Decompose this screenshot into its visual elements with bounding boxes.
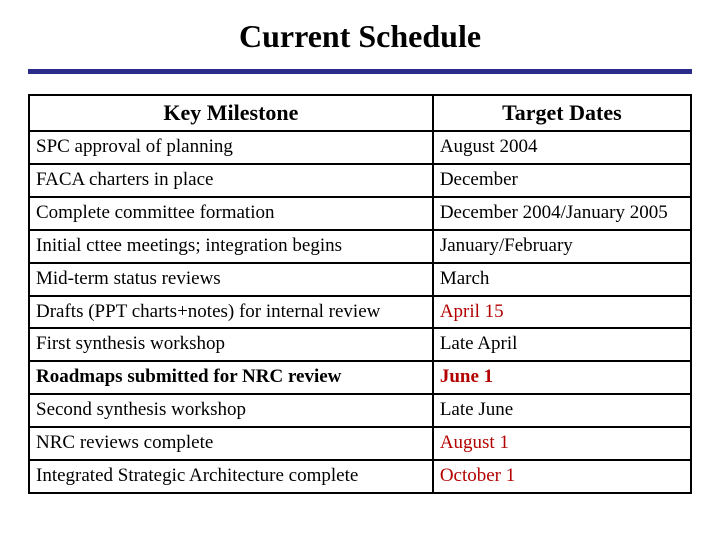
table-header-row: Key Milestone Target Dates [29,95,691,131]
date-cell: December [433,164,691,197]
milestone-cell: SPC approval of planning [29,131,433,164]
table-body: SPC approval of planningAugust 2004FACA … [29,131,691,492]
table-row: First synthesis workshopLate April [29,328,691,361]
schedule-table: Key Milestone Target Dates SPC approval … [28,94,692,494]
date-cell: April 15 [433,296,691,329]
milestone-cell: Roadmaps submitted for NRC review [29,361,433,394]
milestone-cell: Mid-term status reviews [29,263,433,296]
milestone-cell: Integrated Strategic Architecture comple… [29,460,433,493]
header-key-milestone: Key Milestone [29,95,433,131]
date-cell: January/February [433,230,691,263]
table-row: SPC approval of planningAugust 2004 [29,131,691,164]
table-row: Complete committee formationDecember 200… [29,197,691,230]
date-cell: Late June [433,394,691,427]
date-cell: March [433,263,691,296]
header-target-dates: Target Dates [433,95,691,131]
title-rule [28,69,692,74]
date-cell: August 2004 [433,131,691,164]
date-cell: Late April [433,328,691,361]
date-cell: August 1 [433,427,691,460]
date-cell: December 2004/January 2005 [433,197,691,230]
milestone-cell: NRC reviews complete [29,427,433,460]
milestone-cell: Initial cttee meetings; integration begi… [29,230,433,263]
table-row: NRC reviews completeAugust 1 [29,427,691,460]
date-cell: October 1 [433,460,691,493]
milestone-cell: FACA charters in place [29,164,433,197]
date-cell: June 1 [433,361,691,394]
milestone-cell: First synthesis workshop [29,328,433,361]
table-row: FACA charters in placeDecember [29,164,691,197]
table-row: Drafts (PPT charts+notes) for internal r… [29,296,691,329]
table-row: Initial cttee meetings; integration begi… [29,230,691,263]
milestone-cell: Second synthesis workshop [29,394,433,427]
table-row: Mid-term status reviewsMarch [29,263,691,296]
table-row: Second synthesis workshopLate June [29,394,691,427]
milestone-cell: Drafts (PPT charts+notes) for internal r… [29,296,433,329]
milestone-cell: Complete committee formation [29,197,433,230]
table-row: Roadmaps submitted for NRC reviewJune 1 [29,361,691,394]
slide-title: Current Schedule [28,18,692,55]
table-row: Integrated Strategic Architecture comple… [29,460,691,493]
slide: Current Schedule Key Milestone Target Da… [0,0,720,540]
